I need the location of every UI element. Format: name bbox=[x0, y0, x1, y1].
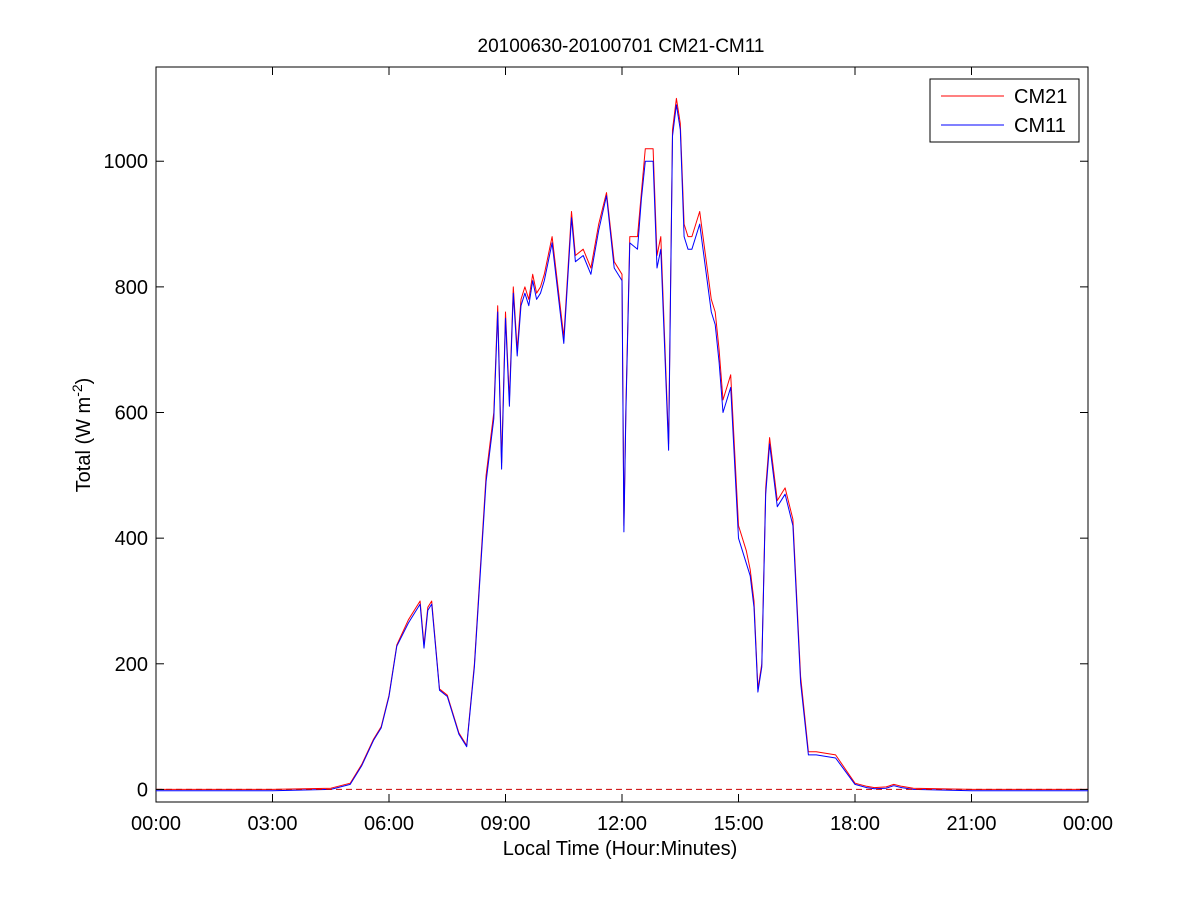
x-tick-label: 00:00 bbox=[1063, 813, 1113, 835]
y-tick-label: 1000 bbox=[104, 151, 149, 173]
y-axis-label-superscript: -2 bbox=[69, 384, 85, 397]
x-axis-ticks: 00:00 03:00 06:00 09:00 12:00 15:00 18:00 21:00… bbox=[131, 67, 1113, 835]
x-tick-label: 15:00 bbox=[713, 813, 763, 835]
x-tick-label: 03:00 bbox=[247, 813, 297, 835]
y-tick-label: 800 bbox=[115, 277, 148, 299]
legend-label-cm21: CM21 bbox=[1014, 86, 1067, 108]
x-tick-label: 06:00 bbox=[364, 813, 414, 835]
legend: CM21 CM11 bbox=[929, 78, 1080, 143]
x-tick-label: 21:00 bbox=[946, 813, 996, 835]
x-axis-label: Local Time (Hour:Minutes) bbox=[503, 838, 738, 860]
plot-area: 00:00 03:00 06:00 09:00 12:00 15:00 18:00 21:00… bbox=[104, 66, 1113, 835]
y-axis-label: Total (W m-2) bbox=[69, 378, 95, 493]
plot-frame bbox=[155, 66, 1089, 803]
y-tick-label: 400 bbox=[115, 528, 148, 550]
x-tick-label: 09:00 bbox=[480, 813, 530, 835]
y-axis-label-main: Total (W m bbox=[73, 397, 95, 493]
y-tick-label: 200 bbox=[115, 654, 148, 676]
y-tick-label: 600 bbox=[115, 403, 148, 425]
series-line-cm11 bbox=[156, 104, 1088, 792]
x-tick-label: 12:00 bbox=[597, 813, 647, 835]
x-tick-label: 00:00 bbox=[131, 813, 181, 835]
chart-title: 20100630-20100701 CM21-CM11 bbox=[478, 36, 765, 57]
y-tick-label: 0 bbox=[137, 779, 148, 801]
legend-box bbox=[929, 78, 1080, 143]
y-axis-label-close: ) bbox=[73, 378, 95, 385]
series-layer bbox=[156, 97, 1088, 792]
legend-label-cm11: CM11 bbox=[1014, 115, 1066, 137]
y-axis-ticks: 0 200 400 600 800 1000 bbox=[104, 151, 1088, 801]
x-tick-label: 18:00 bbox=[830, 813, 880, 835]
